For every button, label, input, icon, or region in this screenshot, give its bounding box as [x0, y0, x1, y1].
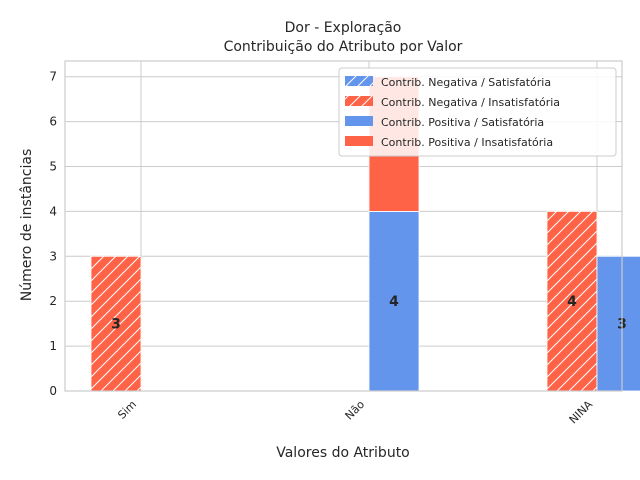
legend-entry: Contrib. Negativa / Insatisfatória: [381, 96, 560, 109]
legend-entry: Contrib. Positiva / Insatisfatória: [381, 136, 553, 149]
y-tick-label: 2: [49, 294, 57, 308]
y-tick-label: 0: [49, 384, 57, 398]
legend-swatch: [345, 116, 373, 126]
legend-swatch: [345, 136, 373, 146]
bar-value-label: 3: [111, 317, 121, 333]
bar-hatch: [91, 256, 141, 391]
x-tick-label: Não: [343, 398, 368, 423]
x-tick-label: Sim: [115, 398, 139, 422]
bar-value-label: 4: [389, 294, 399, 310]
y-tick-label: 5: [49, 160, 57, 174]
legend-swatch-hatch: [345, 76, 373, 86]
legend-entry: Contrib. Positiva / Satisfatória: [381, 116, 544, 129]
x-tick-label: NINA: [567, 398, 596, 427]
legend-swatch-hatch: [345, 96, 373, 106]
bar-value-label: 4: [567, 294, 577, 310]
legend-box: [338, 67, 617, 157]
y-tick-label: 3: [49, 249, 57, 263]
y-axis-label: Número de instâncias: [19, 149, 35, 301]
bar-Contrib. Positiva / Satisfatória: [368, 211, 420, 392]
x-axis-label: Valores do Atributo: [276, 445, 410, 461]
chart-subtitle: Contribuição do Atributo por Valor: [224, 39, 463, 55]
y-tick-label: 6: [49, 115, 57, 129]
y-tick-label: 1: [49, 339, 57, 353]
plot-frame: [64, 60, 623, 392]
legend-entry: Contrib. Negativa / Satisfatória: [381, 76, 551, 89]
chart-title: Dor - Exploração: [285, 20, 402, 36]
y-tick-label: 7: [49, 70, 57, 84]
bar-hatch: [547, 211, 597, 391]
y-tick-label: 4: [49, 204, 57, 218]
legend: Contrib. Negativa / Satisfatória Contrib.…: [338, 67, 617, 157]
